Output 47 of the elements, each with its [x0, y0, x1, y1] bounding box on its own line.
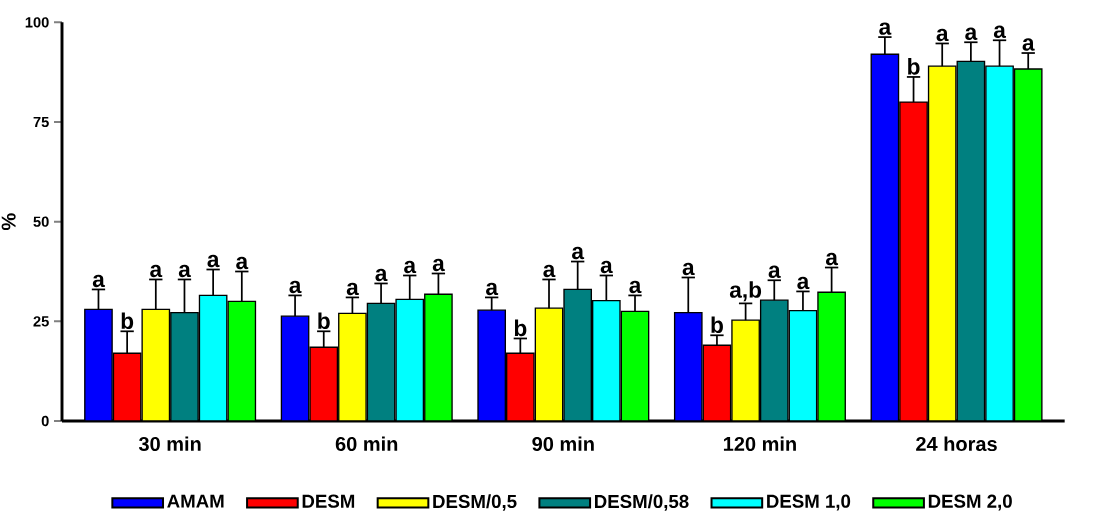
data-label: b: [121, 312, 134, 330]
x-tick-label: 30 min: [138, 436, 201, 452]
data-label: a: [768, 265, 781, 279]
data-label: b: [514, 319, 527, 337]
legend-label: DESM: [302, 494, 355, 508]
data-label: a,b: [729, 281, 762, 302]
legend-label: AMAM: [167, 494, 224, 508]
y-tick-label: 75: [33, 116, 49, 128]
data-label: a: [486, 282, 499, 296]
y-tick-label: 0: [41, 415, 49, 427]
data-label: a: [825, 252, 839, 266]
data-label: a: [797, 276, 810, 290]
data-label: a: [207, 254, 220, 268]
data-label: a: [236, 256, 249, 270]
data-label: a: [572, 246, 585, 260]
data-label: a: [879, 22, 892, 35]
data-label: a: [993, 25, 1006, 39]
y-tick-label: 100: [25, 17, 49, 28]
x-tick-label: 120 min: [723, 436, 796, 452]
data-label: b: [711, 316, 723, 334]
legend-label: DESM 1,0: [767, 494, 851, 511]
data-label: a: [92, 274, 105, 288]
legend-label: DESM/0,5: [433, 494, 517, 511]
data-label: a: [936, 28, 949, 42]
legend-label: DESM/0,58: [594, 494, 689, 511]
data-label: a: [543, 264, 556, 278]
data-label: a: [289, 280, 302, 294]
y-axis-title: %: [1, 213, 16, 231]
data-label: b: [908, 58, 920, 75]
y-tick-label: 25: [33, 316, 49, 327]
data-label: a: [1022, 38, 1035, 51]
data-label: a: [600, 260, 613, 274]
x-tick-label: 90 min: [532, 436, 594, 452]
data-label: a: [432, 258, 445, 272]
legend-label: DESM 2,0: [928, 494, 1012, 511]
data-label: a: [404, 260, 417, 274]
data-label: b: [318, 312, 330, 330]
data-label: a: [682, 262, 695, 276]
data-label: a: [965, 27, 978, 41]
data-label: a: [346, 282, 359, 296]
data-label: a: [629, 280, 642, 294]
data-label: a: [150, 264, 163, 278]
data-label: a: [375, 268, 388, 282]
x-tick-label: 24 horas: [916, 436, 997, 452]
x-tick-label: 60 min: [335, 436, 398, 452]
y-tick-label: 50: [33, 216, 49, 227]
data-label: a: [178, 264, 191, 278]
